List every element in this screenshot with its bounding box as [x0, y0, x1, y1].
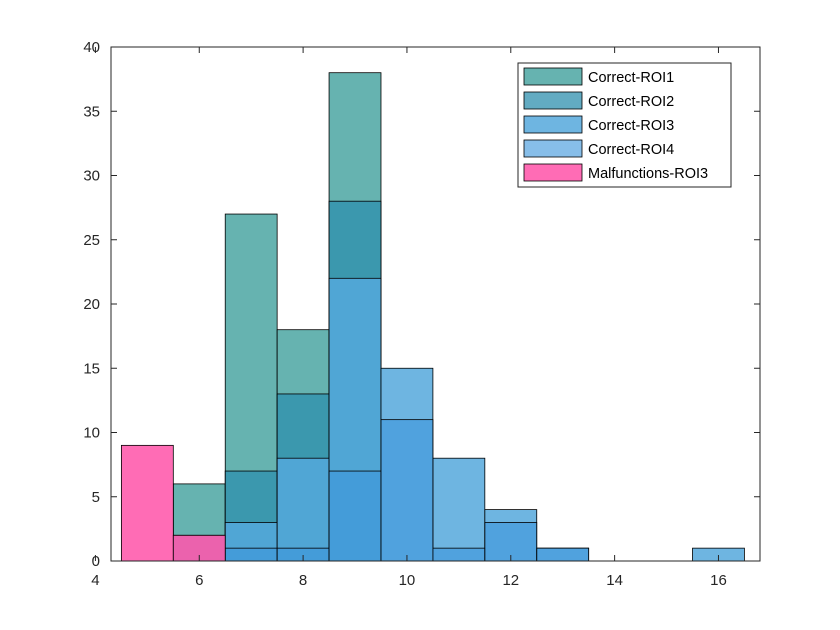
bar-correct-roi4-bin-7 [224, 547, 278, 562]
y-tick-label: 20 [83, 296, 100, 313]
legend-label: Malfunctions-ROI3 [588, 166, 708, 182]
y-tick-label: 15 [83, 360, 100, 377]
bar-correct-roi4-bin-9 [328, 470, 382, 562]
legend-label: Correct-ROI2 [588, 94, 674, 110]
y-tick-label: 25 [83, 232, 100, 249]
bar-correct-roi3-bin-11 [432, 457, 486, 562]
x-tick-label: 4 [91, 572, 99, 589]
x-tick-label: 12 [502, 572, 519, 589]
y-tick-label: 40 [83, 39, 100, 56]
y-tick-label: 0 [92, 553, 100, 570]
legend: Correct-ROI1 Correct-ROI2 Correct-ROI3 Corr… [517, 62, 732, 188]
legend-label: Correct-ROI3 [588, 118, 674, 134]
y-tick-label: 30 [83, 168, 100, 185]
y-tick-label: 5 [92, 489, 100, 506]
histogram-bars [120, 72, 745, 562]
bar-correct-roi3-bin-8 [276, 457, 330, 562]
y-tick-label: 10 [83, 425, 100, 442]
legend-swatch [523, 67, 583, 86]
x-tick-label: 8 [299, 572, 307, 589]
bar-correct-roi4-bin-13 [536, 547, 590, 562]
legend-swatch [523, 163, 583, 182]
x-tick-label: 14 [606, 572, 623, 589]
bar-correct-roi4-bin-12 [484, 522, 538, 562]
x-tick-label: 16 [710, 572, 727, 589]
legend-swatch [523, 91, 583, 110]
legend-swatch [523, 139, 583, 158]
x-tick-label: 10 [399, 572, 416, 589]
legend-label: Correct-ROI4 [588, 142, 674, 158]
legend-label: Correct-ROI1 [588, 70, 674, 86]
x-tick-label: 6 [195, 572, 203, 589]
bar-malfunctions-roi3-bin-5 [120, 444, 174, 562]
bar-correct-roi4-bin-10 [380, 419, 434, 562]
axes: 4 6 8 10 12 14 16 0 5 10 15 20 25 30 35 40 [83, 39, 761, 589]
y-tick-label: 35 [83, 103, 100, 120]
bar-correct-roi4-bin-11 [432, 547, 486, 562]
legend-swatch [523, 115, 583, 134]
